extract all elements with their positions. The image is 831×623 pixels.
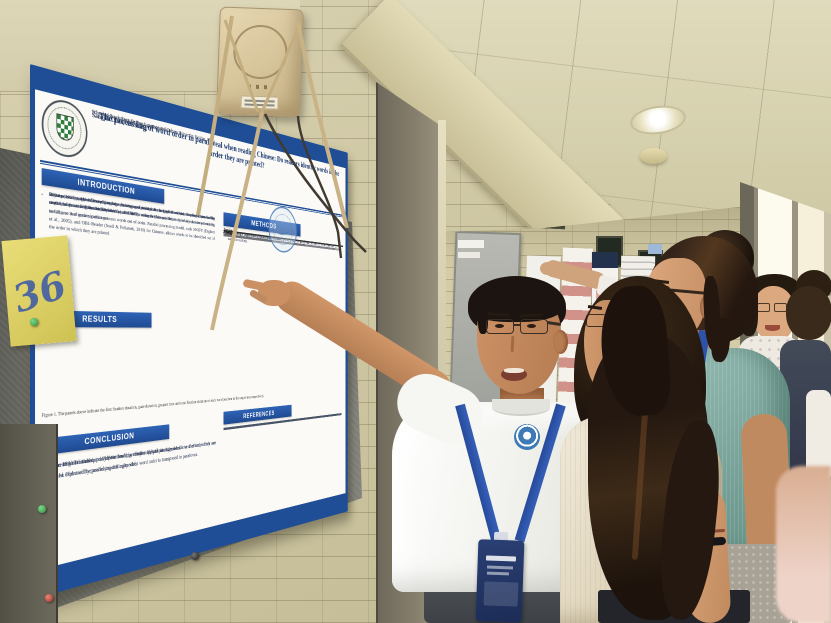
glasses-lens [520, 319, 548, 334]
research-poster: The processing of word order in parafove… [30, 64, 348, 600]
speaker-vents [248, 84, 273, 90]
poster-number: 36 [6, 261, 72, 321]
bystander-glasses [757, 303, 770, 312]
speaker-label [240, 95, 279, 110]
presenter-ear [553, 330, 568, 354]
bystander-smile [765, 325, 780, 331]
presenter-sideburn [478, 308, 488, 334]
background-blue-tag [648, 244, 662, 254]
smoke-detector [640, 148, 667, 164]
cabinet-label [458, 252, 480, 258]
cabinet-label [458, 240, 484, 248]
speaker-grille-icon [232, 24, 289, 80]
glasses-bridge [513, 324, 521, 326]
blurred-text-line [244, 103, 275, 107]
bystander2-head [786, 286, 831, 340]
background-poster-header [592, 252, 618, 268]
badge-name-line [485, 555, 517, 562]
pushpin-red [45, 594, 53, 602]
presenter-teeth [504, 368, 524, 373]
blurred-text-line [244, 99, 275, 103]
tshirt-collar [492, 399, 550, 416]
foreground-blurred-person [776, 466, 831, 623]
university-seal-icon [41, 94, 88, 161]
wall-speaker-box [216, 6, 304, 118]
conclusion-bullets: As in English studies, in Chinese readin… [42, 438, 216, 561]
poster-content: The processing of word order in parafove… [35, 89, 346, 571]
badge-logo-block [483, 581, 519, 607]
poster-number-sticky-note: 36 [1, 235, 77, 347]
presenter-eye [527, 324, 536, 328]
references-body [223, 413, 342, 514]
results-charts [41, 297, 343, 409]
presenter-eye [495, 324, 504, 328]
background-person-hand [540, 262, 555, 275]
pushpin-green [38, 505, 46, 513]
glasses-lens [486, 319, 514, 334]
pushpin-green [30, 318, 38, 326]
pushpin-black [191, 552, 199, 560]
shadowed-wall-edge [0, 424, 58, 623]
